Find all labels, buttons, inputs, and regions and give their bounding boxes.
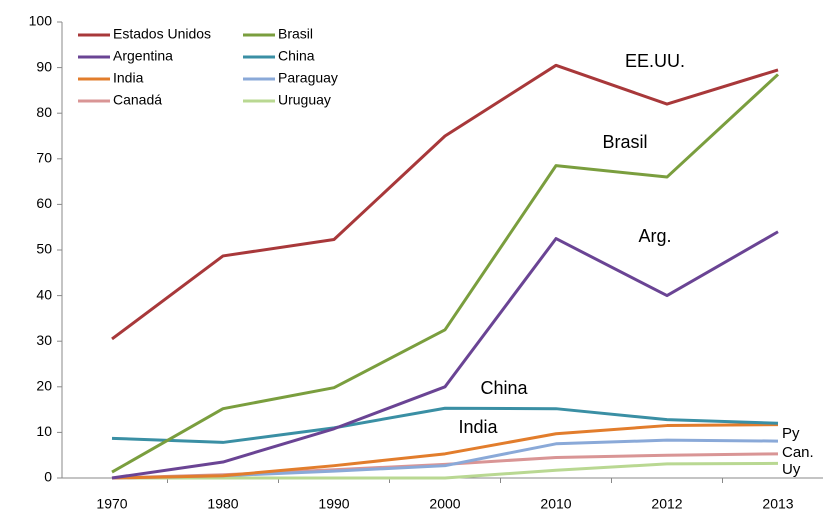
y-tick-label: 30 — [36, 332, 52, 348]
legend-label: Paraguay — [278, 70, 338, 86]
y-tick-label: 100 — [29, 13, 53, 29]
x-tick-label: 2010 — [540, 496, 571, 512]
annotation: Arg. — [638, 226, 671, 246]
y-tick-label: 80 — [36, 104, 52, 120]
series-line — [111, 63, 779, 341]
x-tick-label: 2012 — [651, 496, 682, 512]
series-line — [112, 461, 779, 480]
legend-label: Canadá — [113, 92, 162, 108]
x-tick-label: 1980 — [207, 496, 238, 512]
y-tick-label: 70 — [36, 150, 52, 166]
legend-label: Argentina — [113, 48, 173, 64]
series-line — [111, 423, 779, 480]
x-tick-label: 1970 — [96, 496, 127, 512]
legend-label: Uruguay — [278, 92, 331, 108]
x-tick-label: 2013 — [762, 496, 793, 512]
annotation: India — [458, 417, 498, 437]
annotation: EE.UU. — [625, 51, 685, 71]
series-line — [111, 438, 779, 480]
legend-label: China — [278, 48, 315, 64]
series-line — [111, 406, 779, 444]
y-tick-label: 90 — [36, 58, 52, 74]
legend-label: Brasil — [278, 26, 313, 42]
legend-label: Estados Unidos — [113, 26, 211, 42]
annotation: China — [480, 378, 528, 398]
annotation: Brasil — [602, 132, 647, 152]
annotation: Can. — [782, 444, 814, 461]
series-line — [111, 230, 779, 480]
y-tick-label: 10 — [36, 423, 52, 439]
series-line — [111, 73, 780, 474]
y-tick-label: 60 — [36, 195, 52, 211]
x-tick-label: 1990 — [318, 496, 349, 512]
annotation: Uy — [782, 461, 801, 478]
annotation: Py — [782, 425, 800, 442]
y-tick-label: 0 — [44, 469, 52, 485]
y-tick-label: 50 — [36, 241, 52, 257]
legend-label: India — [113, 70, 144, 86]
y-tick-label: 40 — [36, 286, 52, 302]
y-tick-label: 20 — [36, 378, 52, 394]
x-tick-label: 2000 — [429, 496, 460, 512]
